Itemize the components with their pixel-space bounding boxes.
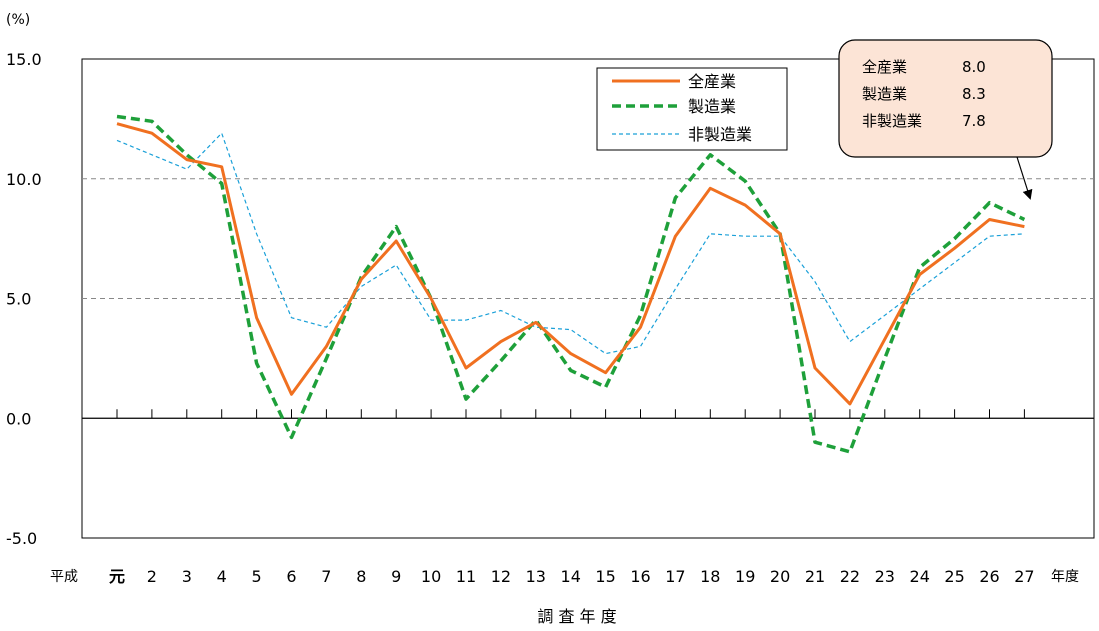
latest-value-callout: 全産業 8.0 製造業 8.3 非製造業 7.8 [838, 39, 1053, 200]
x-tick-label: 9 [391, 567, 401, 586]
callout-value-all-industries: 8.0 [962, 58, 986, 76]
x-axis-title: 調 査 年 度 [537, 607, 616, 626]
x-tick-label: 12 [491, 567, 511, 586]
x-tick-label: 26 [979, 567, 999, 586]
callout-value-manufacturing: 8.3 [962, 85, 986, 103]
legend: 全産業 製造業 非製造業 [596, 67, 788, 151]
gridlines [82, 178, 1094, 419]
x-tick-label: 3 [182, 567, 192, 586]
callout-label-non-manufacturing: 非製造業 [862, 112, 922, 130]
y-tick-label: 5.0 [6, 290, 31, 309]
callout-label-all-industries: 全産業 [862, 58, 907, 76]
series-line-all-industries [116, 122, 1025, 406]
x-tick-label: 13 [526, 567, 546, 586]
series-line-non-manufacturing [116, 132, 1025, 355]
legend-label-non-manufacturing: 非製造業 [688, 125, 752, 144]
x-tick-label: 17 [665, 567, 685, 586]
x-tick-label: 19 [735, 567, 755, 586]
x-tick-label: 20 [770, 567, 790, 586]
callout-label-manufacturing: 製造業 [862, 85, 907, 103]
x-tick-label: 7 [321, 567, 331, 586]
callout-arrow [1016, 156, 1033, 200]
x-axis-suffix: 年度 [1051, 569, 1079, 585]
x-tick-label: 10 [421, 567, 441, 586]
x-tick-label: 21 [805, 567, 825, 586]
x-tick-label: 6 [286, 567, 296, 586]
x-tick-label: 11 [456, 567, 476, 586]
y-tick-label: -5.0 [6, 529, 37, 548]
series-line-manufacturing [116, 114, 1026, 454]
x-tick-label: 4 [217, 567, 227, 586]
data-series [116, 114, 1026, 454]
callout-box [838, 39, 1053, 158]
x-tick-label: 2 [147, 567, 157, 586]
y-tick-label: 10.0 [6, 170, 42, 189]
x-tick-label: 24 [910, 567, 930, 586]
callout-value-non-manufacturing: 7.8 [962, 112, 986, 130]
x-tick-label: 22 [840, 567, 860, 586]
x-tick-label: 5 [252, 567, 262, 586]
x-tick-label: 27 [1014, 567, 1034, 586]
x-axis-tick-labels: 元 2 3 4 5 6 7 8 9 10 11 12 13 14 15 16 17 18 19 20 21 22 23 24 2… [109, 567, 1035, 586]
y-tick-label: 15.0 [6, 50, 42, 69]
x-tick-label: 14 [561, 567, 581, 586]
y-axis-tick-labels: 15.0 10.0 5.0 0.0 -5.0 [6, 50, 42, 548]
x-tick-label: 8 [356, 567, 366, 586]
legend-label-manufacturing: 製造業 [688, 97, 736, 116]
x-tick-label: 25 [944, 567, 964, 586]
y-tick-label: 0.0 [6, 409, 31, 428]
x-tick-label: 23 [875, 567, 895, 586]
x-tick-label: 18 [700, 567, 720, 586]
y-unit-label: (%) [6, 12, 30, 28]
x-tick-label: 元 [109, 567, 125, 586]
x-tick-label: 16 [630, 567, 650, 586]
x-tick-label: 15 [595, 567, 615, 586]
x-axis-prefix: 平成 [50, 569, 78, 585]
legend-label-all-industries: 全産業 [688, 72, 736, 91]
